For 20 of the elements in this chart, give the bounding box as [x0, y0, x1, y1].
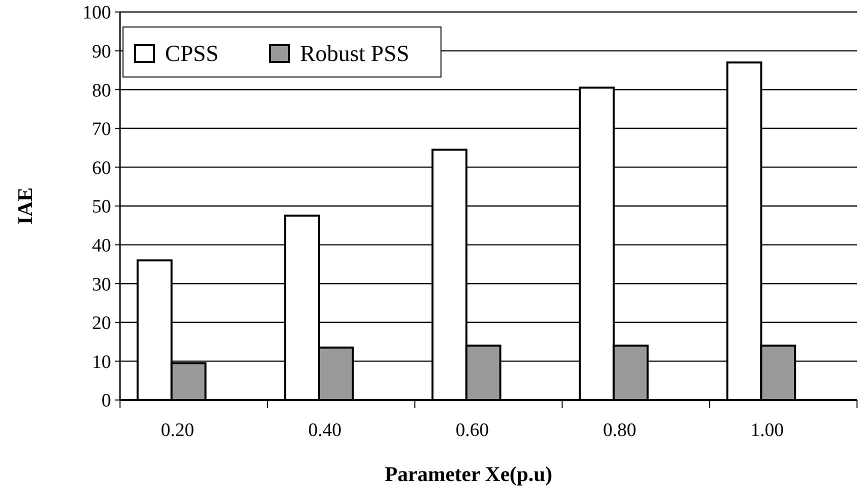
x-tick-label: 0.80: [603, 420, 636, 441]
y-axis-title: IAE: [13, 187, 37, 225]
x-axis-title: Parameter Xe(p.u): [384, 462, 552, 486]
y-tick-label: 60: [92, 158, 111, 179]
y-tick-label: 20: [92, 313, 111, 334]
y-tick-label: 90: [92, 41, 111, 62]
x-tick-label: 1.00: [750, 420, 784, 441]
legend-label: CPSS: [165, 41, 219, 66]
y-tick-label: 70: [92, 119, 111, 140]
y-tick-label: 80: [92, 80, 111, 102]
y-tick-label: 40: [92, 235, 111, 256]
x-tick-label: 0.20: [160, 420, 194, 441]
legend-label: Robust PSS: [300, 41, 410, 66]
y-tick-label: 30: [92, 274, 111, 296]
y-tick-label: 0: [102, 390, 111, 412]
y-tick-label: 50: [92, 196, 111, 218]
y-tick-label: 100: [82, 2, 111, 24]
y-tick-label: 10: [92, 352, 111, 373]
x-tick-label: 0.60: [456, 420, 489, 441]
x-tick-label: 0.40: [308, 420, 342, 441]
